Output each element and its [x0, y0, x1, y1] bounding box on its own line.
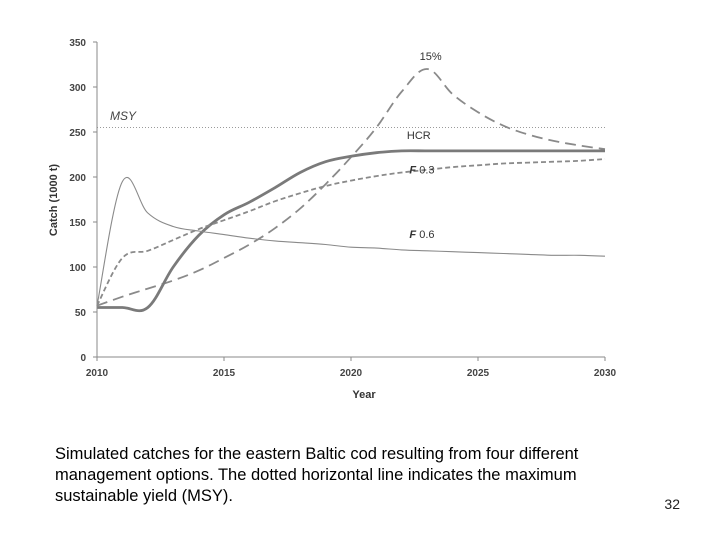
- page-number: 32: [664, 496, 680, 512]
- x-tick-label: 2025: [467, 368, 490, 379]
- series-line: [96, 149, 605, 313]
- series-annotation: F 0.3: [409, 164, 434, 176]
- y-tick-label: 200: [69, 173, 86, 184]
- y-tick-label: 50: [75, 308, 87, 319]
- series-line: [96, 158, 606, 307]
- labels-layer: Year Catch (1000 t) MSY 15% HCR F 0.3 F 0.6: [48, 51, 442, 401]
- catch-chart: 0 50 100 150 200 250 300 350 2010 2015 2020 2025 203…: [48, 38, 617, 401]
- ticks-layer: 0 50 100 150 200 250 300 350 2010 2015 2020 2025 203…: [69, 38, 616, 379]
- y-tick-label: 300: [69, 83, 86, 94]
- y-tick-label: 0: [80, 353, 86, 364]
- x-tick-label: 2015: [213, 368, 236, 379]
- series-line: [96, 177, 606, 306]
- y-tick-label: 250: [69, 128, 86, 139]
- axes-layer: [96, 42, 605, 358]
- y-tick-label: 100: [69, 263, 86, 274]
- series-line: [96, 68, 606, 307]
- msy-label: MSY: [110, 109, 137, 123]
- x-tick-label: 2010: [86, 368, 109, 379]
- series-annotation: HCR: [407, 130, 431, 142]
- y-tick-label: 150: [69, 218, 86, 229]
- x-tick-label: 2020: [340, 368, 363, 379]
- series-annotation: 15%: [420, 51, 442, 63]
- series-annotation: F 0.6: [409, 229, 434, 241]
- y-axis-label: Catch (1000 t): [48, 164, 60, 236]
- figure-caption: Simulated catches for the eastern Baltic…: [55, 445, 579, 505]
- series-layer: [96, 68, 606, 313]
- y-tick-label: 350: [69, 38, 86, 49]
- x-axis-label: Year: [352, 389, 376, 401]
- x-tick-label: 2030: [594, 368, 617, 379]
